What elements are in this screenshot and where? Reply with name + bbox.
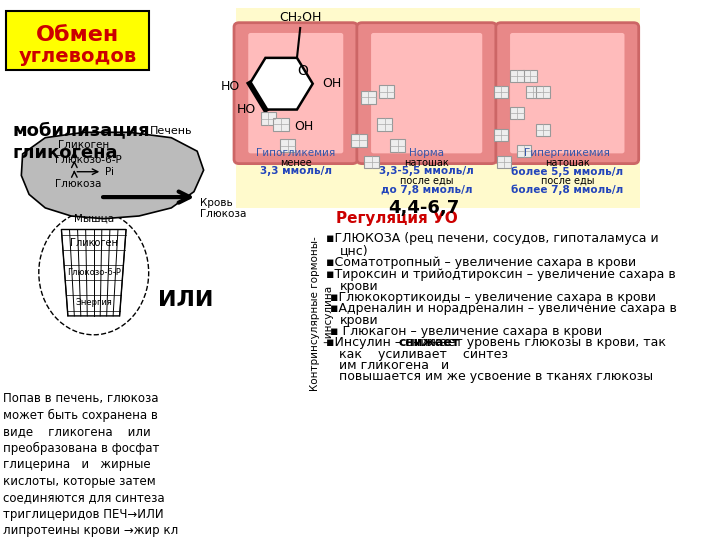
Text: после еды: после еды [400, 176, 454, 186]
Text: 3,3-5,5 ммоль/л: 3,3-5,5 ммоль/л [379, 166, 474, 177]
Text: 3,3 ммоль/л: 3,3 ммоль/л [260, 166, 332, 177]
Text: Гипергликемия: Гипергликемия [524, 148, 611, 159]
Text: крови: крови [339, 314, 378, 327]
FancyBboxPatch shape [510, 33, 624, 153]
Text: 4,4-6,7: 4,4-6,7 [388, 199, 459, 217]
Text: ▪Адреналин и норадреналин – увеличение сахара в: ▪Адреналин и норадреналин – увеличение с… [330, 302, 677, 315]
Text: натошак: натошак [545, 158, 590, 168]
Text: ▪ Глюкагон – увеличение сахара в крови: ▪ Глюкагон – увеличение сахара в крови [330, 325, 602, 338]
Text: ▪ГЛЮКОЗА (рец печени, сосудов, гипоталамуса и: ▪ГЛЮКОЗА (рец печени, сосудов, гипоталам… [326, 232, 659, 245]
Text: мобилизация
гликогена: мобилизация гликогена [13, 122, 150, 161]
FancyBboxPatch shape [379, 85, 395, 98]
Text: повышается им же усвоение в тканях глюкозы: повышается им же усвоение в тканях глюко… [339, 370, 654, 383]
FancyBboxPatch shape [536, 124, 550, 136]
FancyBboxPatch shape [248, 33, 343, 153]
Text: OH: OH [294, 120, 313, 133]
FancyBboxPatch shape [261, 112, 276, 125]
Text: углеводов: углеводов [19, 47, 137, 66]
Text: Регуляция УО: Регуляция УО [336, 211, 458, 226]
FancyBboxPatch shape [510, 70, 524, 82]
FancyBboxPatch shape [234, 23, 358, 164]
Text: Глюкозо-6-Р: Глюкозо-6-Р [67, 268, 121, 277]
FancyBboxPatch shape [390, 139, 405, 152]
FancyBboxPatch shape [377, 118, 392, 131]
FancyBboxPatch shape [494, 86, 508, 98]
Text: OH: OH [323, 77, 342, 90]
Text: HO: HO [221, 80, 240, 93]
Polygon shape [250, 58, 312, 110]
Text: цнс): цнс) [339, 244, 368, 257]
Text: Глюкоза: Глюкоза [55, 179, 102, 190]
Text: Энергия: Энергия [76, 298, 112, 307]
Text: Контринсулярные гормоны-
↓инсулина: Контринсулярные гормоны- ↓инсулина [310, 236, 332, 390]
Text: Гликоген: Гликоген [70, 238, 117, 248]
FancyBboxPatch shape [497, 156, 511, 168]
Text: до 7,8 ммоль/л: до 7,8 ммоль/л [381, 185, 472, 195]
Text: O: O [297, 64, 307, 78]
FancyBboxPatch shape [526, 86, 541, 98]
Text: ▪Инсулин – снижает уровень глюкозы в крови, так: ▪Инсулин – снижает уровень глюкозы в кро… [326, 336, 667, 349]
Text: Попав в печень, глюкоза
может быть сохранена в
виде    гликогена    или
преобраз: Попав в печень, глюкоза может быть сохра… [3, 392, 179, 537]
Text: Pi: Pi [104, 167, 114, 177]
Text: Гликоген: Гликоген [58, 140, 109, 151]
FancyBboxPatch shape [6, 11, 149, 70]
Text: им гликогена   и: им гликогена и [339, 359, 449, 372]
Text: более 7,8 ммоль/л: более 7,8 ммоль/л [511, 185, 624, 195]
FancyBboxPatch shape [516, 145, 531, 157]
FancyBboxPatch shape [371, 33, 482, 153]
Text: Мышца: Мышца [73, 213, 114, 223]
Text: Гипогликемия: Гипогликемия [256, 148, 336, 159]
Text: Печень: Печень [150, 126, 192, 136]
FancyBboxPatch shape [236, 8, 640, 208]
Text: HO: HO [236, 103, 256, 116]
Text: Обмен: Обмен [36, 25, 120, 45]
Text: ▪Глюкокортикоиды – увеличение сахара в крови: ▪Глюкокортикоиды – увеличение сахара в к… [330, 291, 656, 304]
Text: ▪Соматотропный – увеличение сахара в крови: ▪Соматотропный – увеличение сахара в кро… [326, 256, 636, 269]
Text: Кровь
Глюкоза: Кровь Глюкоза [200, 198, 247, 219]
FancyBboxPatch shape [364, 156, 379, 168]
Text: менее: менее [280, 158, 312, 168]
FancyBboxPatch shape [357, 23, 497, 164]
Text: более 5,5 ммоль/л: более 5,5 ммоль/л [511, 166, 624, 177]
Text: CH₂OH: CH₂OH [279, 11, 321, 24]
Text: крови: крови [339, 280, 378, 293]
Text: после еды: после еды [541, 176, 594, 186]
Text: натошак: натошак [405, 158, 449, 168]
Text: снижает: снижает [399, 336, 460, 349]
FancyBboxPatch shape [494, 129, 508, 141]
FancyBboxPatch shape [523, 70, 537, 82]
FancyBboxPatch shape [280, 139, 295, 152]
FancyBboxPatch shape [536, 86, 550, 98]
Text: ИЛИ: ИЛИ [158, 289, 214, 310]
Text: Норма: Норма [409, 148, 444, 159]
FancyBboxPatch shape [496, 23, 639, 164]
Text: Глюкозо-6-Р: Глюкозо-6-Р [55, 156, 122, 165]
Polygon shape [22, 132, 204, 219]
FancyBboxPatch shape [274, 118, 289, 131]
FancyBboxPatch shape [361, 91, 377, 104]
Polygon shape [61, 230, 126, 316]
FancyBboxPatch shape [510, 107, 524, 119]
Text: ▪Тироксин и трийодтироксин – увеличение сахара в: ▪Тироксин и трийодтироксин – увеличение … [326, 268, 676, 281]
Text: как    усиливает    синтез: как усиливает синтез [339, 348, 508, 361]
FancyBboxPatch shape [351, 134, 366, 147]
